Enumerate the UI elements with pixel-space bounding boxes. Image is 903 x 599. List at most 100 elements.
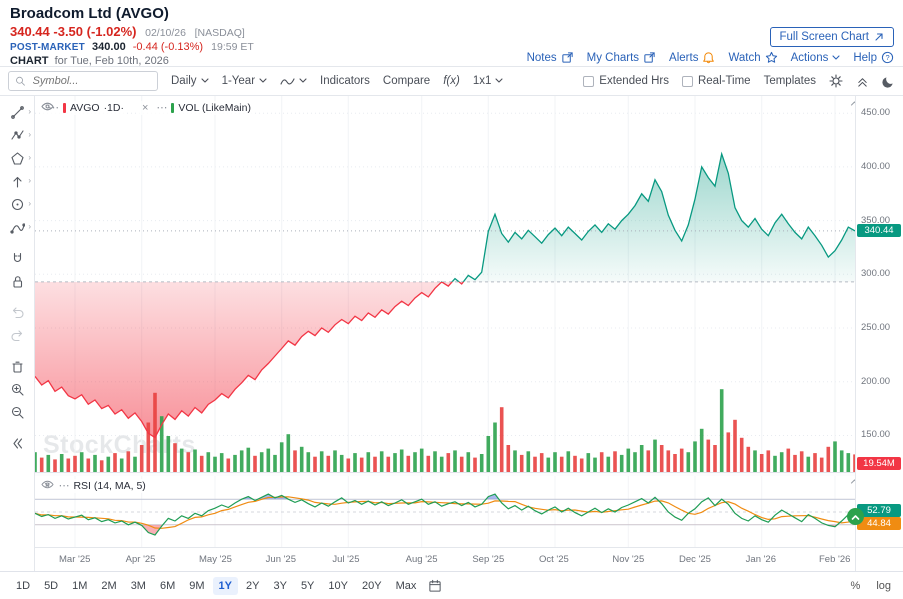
- notes-link[interactable]: Notes: [527, 51, 574, 64]
- price-change: -3.50 (-1.02%): [53, 24, 137, 39]
- undo-button[interactable]: [3, 301, 31, 323]
- price-pane[interactable]: StockCharts ⋯ AVGO ·1D· × ⋯: [35, 96, 855, 472]
- range-button-3Y[interactable]: 3Y: [273, 579, 287, 592]
- real-time-checkbox[interactable]: Real-Time: [681, 75, 751, 87]
- range-button-1Y[interactable]: 1Y: [212, 576, 238, 595]
- close-icon[interactable]: ×: [141, 102, 149, 114]
- help-link[interactable]: Help ?: [853, 51, 894, 64]
- percent-scale-button[interactable]: %: [850, 579, 861, 592]
- zoom-out-button[interactable]: [3, 401, 31, 423]
- rsi-legend-chip[interactable]: × ⋯ RSI (14, MA, 5): [41, 479, 149, 493]
- log-scale-button[interactable]: log: [876, 579, 891, 592]
- range-button-1D[interactable]: 1D: [16, 579, 31, 592]
- curve-tool[interactable]: ›: [3, 216, 31, 238]
- period-dropdown[interactable]: Daily: [171, 75, 209, 87]
- zoom-in-button[interactable]: [3, 378, 31, 400]
- chevron-right-icon: ›: [28, 130, 31, 139]
- time-axis[interactable]: Mar '25 Apr '25 May '25 Jun '25 Jul '25 Aug '…: [35, 548, 855, 571]
- dark-mode-icon[interactable]: [882, 75, 895, 88]
- time-axis-label: Dec '25: [679, 554, 711, 565]
- bell-icon: [703, 52, 715, 64]
- indicators-button[interactable]: Indicators: [320, 75, 370, 87]
- chevron-down-icon: [259, 78, 267, 83]
- post-market-change: -0.44 (-0.13%): [132, 41, 204, 53]
- chart-style-dropdown[interactable]: [280, 75, 307, 87]
- time-axis-label: Mar '25: [59, 554, 91, 565]
- extended-hrs-checkbox[interactable]: Extended Hrs: [583, 75, 669, 87]
- collapse-panel-icon[interactable]: [856, 75, 869, 88]
- templates-label: Templates: [763, 75, 816, 87]
- symbol-search[interactable]: [8, 71, 158, 91]
- header: Broadcom Ltd (AVGO) 340.44 -3.50 (-1.02%…: [0, 0, 903, 67]
- search-icon: [16, 76, 25, 86]
- watch-link[interactable]: Watch: [728, 51, 777, 64]
- more-options-icon[interactable]: ⋯: [156, 102, 168, 114]
- range-button-6M[interactable]: 6M: [159, 579, 176, 592]
- price-chart-canvas[interactable]: [35, 96, 855, 472]
- chevron-down-icon: [299, 78, 307, 83]
- ellipse-tool[interactable]: ›: [3, 193, 31, 215]
- external-note-icon: [561, 52, 573, 63]
- pane-divider[interactable]: [35, 472, 855, 476]
- range-button-5D[interactable]: 5D: [44, 579, 59, 592]
- range-button-Max[interactable]: Max: [395, 579, 417, 592]
- redo-button[interactable]: [3, 324, 31, 346]
- range-button-20Y[interactable]: 20Y: [361, 579, 382, 592]
- rsi-ma-value-badge: 44.84: [857, 517, 901, 531]
- calendar-icon: [429, 579, 441, 592]
- legend-rsi: RSI (14, MA, 5): [73, 480, 146, 492]
- chevron-down-icon: [495, 78, 503, 83]
- time-axis-label: Aug '25: [405, 554, 438, 565]
- collapse-sidebar-button[interactable]: [3, 432, 31, 454]
- chevron-right-icon: ›: [28, 176, 31, 185]
- range-button-10Y[interactable]: 10Y: [328, 579, 348, 592]
- range-button-2Y[interactable]: 2Y: [246, 579, 260, 592]
- compare-button[interactable]: Compare: [383, 75, 430, 87]
- help-icon: ?: [881, 51, 894, 64]
- rsi-axis[interactable]: 52.79 44.84: [847, 476, 903, 548]
- arrow-tool[interactable]: ›: [3, 170, 31, 192]
- rsi-pane[interactable]: × ⋯ RSI (14, MA, 5): [35, 476, 855, 548]
- layout-dropdown[interactable]: 1x1: [473, 75, 504, 87]
- alerts-link[interactable]: Alerts: [669, 51, 715, 64]
- range-button-1M[interactable]: 1M: [72, 579, 88, 592]
- magnet-tool[interactable]: [3, 247, 31, 269]
- price-axis-column[interactable]: 450.00 400.00 350.00 300.00 250.00 200.00 150.…: [847, 96, 903, 571]
- time-axis-label: Jan '26: [745, 554, 776, 565]
- range-button-2M[interactable]: 2M: [101, 579, 117, 592]
- legend-volume: VOL (LikeMain): [178, 102, 251, 114]
- polygon-icon: [10, 151, 24, 165]
- time-axis-label: Nov '25: [612, 554, 645, 565]
- volume-legend-chip[interactable]: × ⋯ VOL (LikeMain): [41, 101, 254, 115]
- calendar-button[interactable]: [428, 579, 442, 593]
- scroll-to-latest-button[interactable]: [847, 508, 864, 525]
- drawing-tools-sidebar: › › › › › ›: [0, 96, 35, 571]
- fx-button[interactable]: f(x): [443, 75, 460, 87]
- my-charts-link[interactable]: My Charts: [587, 51, 656, 64]
- range-button-5Y[interactable]: 5Y: [300, 579, 315, 592]
- shapes-t�ool[interactable]: ›: [3, 147, 31, 169]
- lock-tool[interactable]: [3, 270, 31, 292]
- post-market-row: POST-MARKET 340.00 -0.44 (-0.13%) 19:59 …: [10, 41, 893, 53]
- chevron-down-icon: [201, 78, 209, 83]
- period-label: Daily: [171, 75, 197, 87]
- chevron-right-icon: ›: [28, 199, 31, 208]
- range-button-3M[interactable]: 3M: [130, 579, 146, 592]
- more-options-icon[interactable]: ⋯: [58, 480, 70, 492]
- actions-menu[interactable]: Actions: [791, 52, 841, 64]
- more-options-icon[interactable]: ⋯: [48, 102, 59, 114]
- zoom-in-icon: [11, 383, 24, 396]
- trend-line-tool[interactable]: ›: [3, 101, 31, 123]
- price-axis[interactable]: 450.00 400.00 350.00 300.00 250.00 200.00 150.…: [856, 96, 903, 476]
- full-screen-chart-button[interactable]: Full Screen Chart: [769, 27, 894, 47]
- range-dropdown[interactable]: 1-Year: [222, 75, 267, 87]
- range-button-9M[interactable]: 9M: [189, 579, 205, 592]
- chevron-right-icon: ›: [28, 222, 31, 231]
- templates-button[interactable]: Templates: [764, 75, 816, 87]
- rsi-chart-canvas[interactable]: [35, 476, 855, 548]
- gear-icon[interactable]: [829, 74, 843, 88]
- delete-drawings-button[interactable]: [3, 355, 31, 377]
- symbol-search-input[interactable]: [30, 74, 151, 88]
- notes-label: Notes: [526, 51, 557, 64]
- pattern-tool[interactable]: ›: [3, 124, 31, 146]
